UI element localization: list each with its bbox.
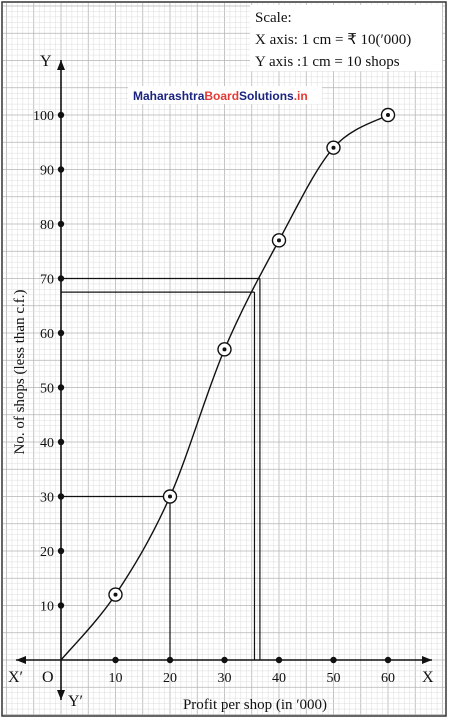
y-tick-dot bbox=[57, 602, 65, 609]
x-neg-axis-arrow bbox=[16, 656, 26, 664]
x-tick-label: 10 bbox=[109, 671, 123, 686]
watermark-part2: Board bbox=[204, 89, 239, 103]
data-point-dot bbox=[222, 347, 227, 352]
y-tick-dot bbox=[57, 493, 65, 500]
data-point bbox=[380, 107, 396, 123]
watermark-part4: .in bbox=[294, 89, 308, 103]
tick-marks bbox=[57, 111, 392, 664]
x-axis-letter: X bbox=[422, 669, 434, 686]
x-tick-dot bbox=[221, 656, 228, 664]
y-tick-dot bbox=[57, 220, 65, 228]
ogive-curve-layer bbox=[60, 107, 396, 661]
y-neg-axis-letter: Y′ bbox=[68, 693, 83, 710]
y-neg-axis-arrow bbox=[57, 690, 65, 700]
data-point-dot bbox=[386, 113, 390, 117]
y-tick-dot bbox=[57, 438, 65, 446]
y-tick-label: 10 bbox=[40, 600, 54, 615]
y-tick-label: 70 bbox=[40, 273, 54, 288]
y-tick-dot bbox=[57, 166, 65, 173]
x-tick-label: 60 bbox=[381, 671, 395, 686]
y-tick-dot bbox=[57, 329, 65, 337]
origin-label: O bbox=[42, 669, 54, 686]
scale-box: Scale: X axis: 1 cm = ₹ 10(′000) Y axis … bbox=[250, 5, 442, 71]
tick-labels: 10 20 30 40 50 60 10 20 30 40 50 60 70 80 90 100 bbox=[33, 109, 395, 686]
data-point-dot bbox=[277, 238, 281, 243]
y-tick-label: 40 bbox=[40, 436, 54, 451]
y-axis-title: No. of shops (less than c.f.) bbox=[12, 290, 28, 455]
y-tick-label: 90 bbox=[40, 164, 54, 179]
data-point-dot bbox=[168, 494, 172, 499]
y-tick-dot bbox=[57, 547, 65, 555]
scale-heading: Scale: bbox=[255, 10, 292, 26]
x-tick-dot bbox=[330, 656, 337, 664]
watermark-part1: Maharashtra bbox=[133, 89, 205, 103]
data-point-dot bbox=[331, 145, 336, 150]
x-neg-axis-letter: X′ bbox=[8, 669, 23, 686]
y-tick-dot bbox=[57, 275, 65, 282]
x-axis-title: Profit per shop (in ′000) bbox=[183, 697, 327, 713]
reference-lines bbox=[61, 277, 261, 660]
y-tick-label: 80 bbox=[40, 218, 54, 233]
watermark-part3: Solutions bbox=[239, 89, 294, 103]
data-point bbox=[162, 489, 178, 504]
data-point bbox=[326, 140, 341, 155]
x-tick-dot bbox=[275, 656, 283, 664]
x-axis-arrow bbox=[422, 656, 432, 664]
svg-text:MaharashtraBoardSolutions.in: MaharashtraBoardSolutions.in bbox=[133, 89, 308, 103]
y-tick-label: 30 bbox=[40, 491, 54, 506]
x-tick-label: 40 bbox=[272, 671, 286, 686]
scale-y-axis: Y axis :1 cm = 10 shops bbox=[255, 54, 400, 70]
x-tick-label: 50 bbox=[327, 671, 341, 686]
x-tick-dot bbox=[112, 656, 119, 664]
y-axis-letter: Y bbox=[40, 53, 52, 70]
x-tick-label: 30 bbox=[218, 671, 232, 686]
x-tick-dot bbox=[384, 656, 392, 664]
y-axis-arrow bbox=[57, 60, 65, 70]
data-point bbox=[108, 587, 123, 602]
data-point bbox=[271, 233, 287, 248]
y-tick-label: 50 bbox=[40, 382, 54, 397]
y-tick-dot bbox=[57, 111, 65, 119]
data-point bbox=[217, 342, 232, 357]
data-point-dot bbox=[113, 592, 118, 597]
x-tick-label: 20 bbox=[163, 671, 177, 686]
y-tick-label: 60 bbox=[40, 327, 54, 342]
x-tick-dot bbox=[166, 656, 174, 664]
watermark: MaharashtraBoardSolutions.in bbox=[128, 86, 322, 104]
y-tick-label: 100 bbox=[33, 109, 54, 124]
y-tick-label: 20 bbox=[40, 545, 54, 560]
y-tick-dot bbox=[57, 384, 65, 391]
scale-x-axis: X axis: 1 cm = ₹ 10(′000) bbox=[255, 32, 411, 48]
